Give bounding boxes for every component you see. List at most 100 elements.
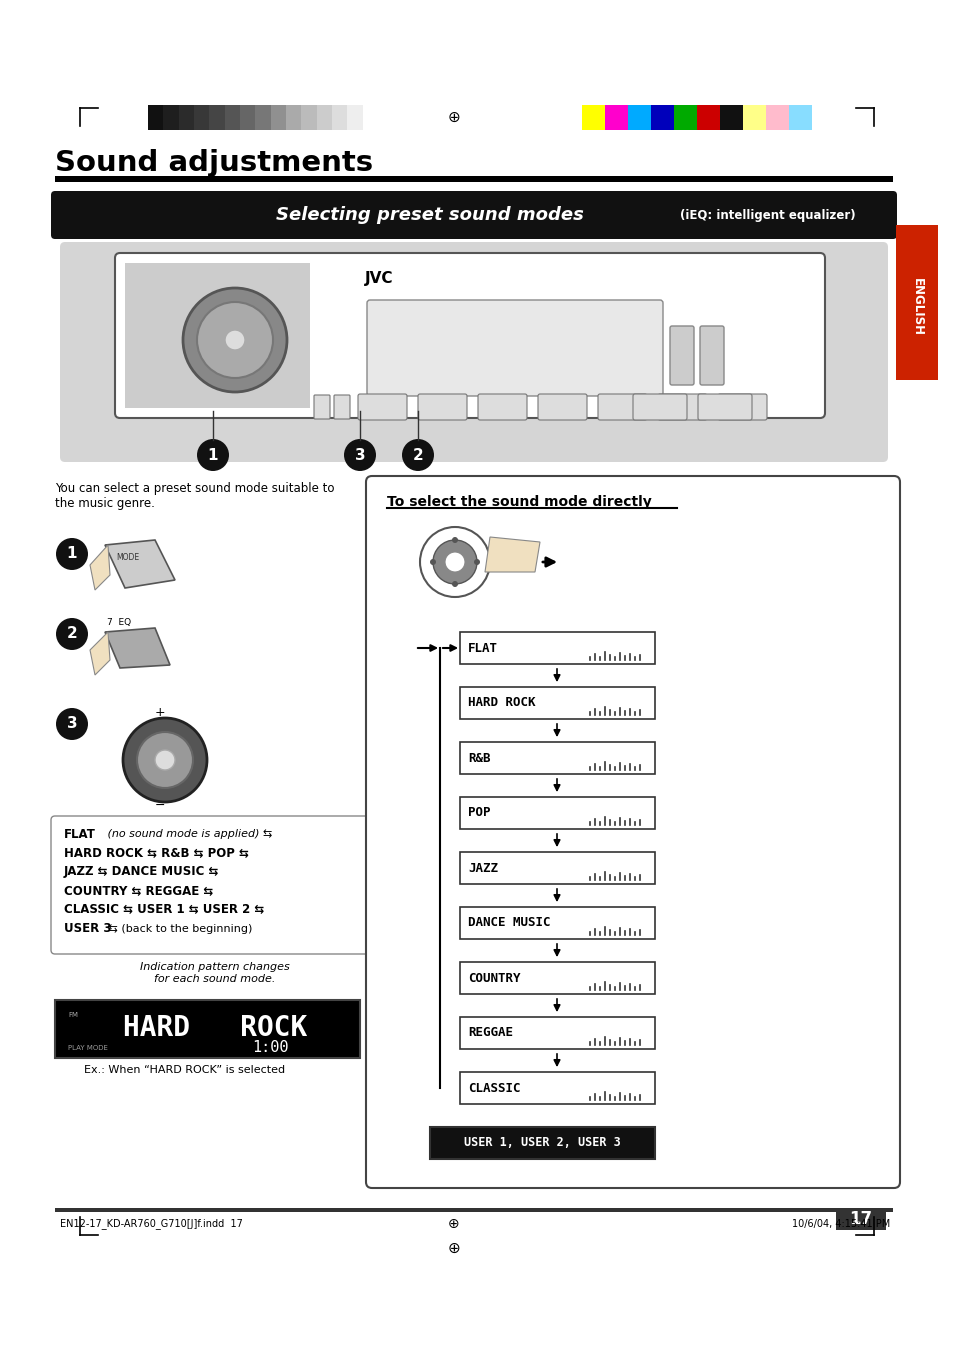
FancyBboxPatch shape xyxy=(314,394,330,419)
Bar xyxy=(286,105,301,130)
Bar xyxy=(459,688,655,719)
Bar xyxy=(835,1208,885,1229)
Text: (no sound mode is applied) ⇆: (no sound mode is applied) ⇆ xyxy=(104,830,273,839)
Polygon shape xyxy=(90,544,110,590)
Circle shape xyxy=(419,527,490,597)
Bar xyxy=(148,105,163,130)
Text: Sound adjustments: Sound adjustments xyxy=(55,149,373,177)
Text: +: + xyxy=(154,705,165,719)
Text: (iEQ: intelligent equalizer): (iEQ: intelligent equalizer) xyxy=(679,208,855,222)
Text: Indication pattern changes
for each sound mode.: Indication pattern changes for each soun… xyxy=(140,962,290,984)
Text: MODE: MODE xyxy=(116,554,139,562)
FancyBboxPatch shape xyxy=(51,816,378,954)
FancyBboxPatch shape xyxy=(669,326,693,385)
Bar xyxy=(163,105,178,130)
Text: 2: 2 xyxy=(67,627,77,642)
Bar xyxy=(459,632,655,663)
FancyBboxPatch shape xyxy=(598,394,646,420)
FancyBboxPatch shape xyxy=(477,394,526,420)
FancyBboxPatch shape xyxy=(658,394,706,420)
FancyBboxPatch shape xyxy=(60,242,887,462)
Text: 1:00: 1:00 xyxy=(252,1040,288,1055)
FancyBboxPatch shape xyxy=(700,326,723,385)
Bar xyxy=(788,105,811,130)
Bar xyxy=(301,105,316,130)
Circle shape xyxy=(430,559,436,565)
Circle shape xyxy=(154,750,174,770)
Bar xyxy=(255,105,271,130)
FancyBboxPatch shape xyxy=(367,300,662,396)
Bar xyxy=(430,1127,655,1159)
Text: You can select a preset sound mode suitable to
the music genre.: You can select a preset sound mode suita… xyxy=(55,482,335,509)
Text: To select the sound mode directly: To select the sound mode directly xyxy=(387,494,651,509)
Circle shape xyxy=(137,732,193,788)
Circle shape xyxy=(474,559,479,565)
Text: FLAT: FLAT xyxy=(64,828,95,840)
Bar xyxy=(362,105,377,130)
Text: 17: 17 xyxy=(848,1210,872,1228)
Bar xyxy=(271,105,286,130)
Bar xyxy=(459,1017,655,1048)
FancyBboxPatch shape xyxy=(633,394,686,420)
Text: −: − xyxy=(154,798,165,812)
Polygon shape xyxy=(90,632,110,676)
Text: POP: POP xyxy=(468,807,490,820)
Text: FLAT: FLAT xyxy=(468,642,497,654)
Bar xyxy=(459,962,655,994)
Bar xyxy=(193,105,209,130)
Bar xyxy=(240,105,255,130)
Text: JAZZ ⇆ DANCE MUSIC ⇆: JAZZ ⇆ DANCE MUSIC ⇆ xyxy=(64,866,219,878)
Text: 2: 2 xyxy=(413,447,423,462)
Bar xyxy=(347,105,362,130)
Text: 7  EQ: 7 EQ xyxy=(107,617,131,627)
Text: CLASSIC: CLASSIC xyxy=(468,1082,520,1094)
Text: 10/6/04, 4:15:41 PM: 10/6/04, 4:15:41 PM xyxy=(791,1219,889,1229)
Bar xyxy=(627,105,650,130)
Bar xyxy=(720,105,742,130)
Circle shape xyxy=(452,581,457,586)
Text: R&B: R&B xyxy=(468,751,490,765)
Text: DANCE MUSIC: DANCE MUSIC xyxy=(468,916,550,929)
Text: FM: FM xyxy=(68,1012,78,1019)
Bar xyxy=(178,105,193,130)
Circle shape xyxy=(452,536,457,543)
Bar xyxy=(604,105,627,130)
Circle shape xyxy=(344,439,375,471)
Polygon shape xyxy=(484,536,539,571)
Text: HARD   ROCK: HARD ROCK xyxy=(123,1015,307,1042)
Bar xyxy=(459,1071,655,1104)
Text: ⊕: ⊕ xyxy=(447,1240,460,1255)
Circle shape xyxy=(444,553,464,571)
Bar xyxy=(55,176,892,182)
Text: CLASSIC ⇆ USER 1 ⇆ USER 2 ⇆: CLASSIC ⇆ USER 1 ⇆ USER 2 ⇆ xyxy=(64,904,264,916)
FancyBboxPatch shape xyxy=(537,394,586,420)
Bar xyxy=(332,105,347,130)
Bar xyxy=(55,1000,359,1058)
Text: 3: 3 xyxy=(67,716,77,731)
Text: Ex.: When “HARD ROCK” is selected: Ex.: When “HARD ROCK” is selected xyxy=(85,1065,285,1075)
Text: HARD ROCK ⇆ R&B ⇆ POP ⇆: HARD ROCK ⇆ R&B ⇆ POP ⇆ xyxy=(64,847,249,859)
Text: 3: 3 xyxy=(355,447,365,462)
Bar xyxy=(224,105,240,130)
Bar xyxy=(673,105,697,130)
Bar xyxy=(650,105,673,130)
Text: JVC: JVC xyxy=(365,270,393,285)
FancyBboxPatch shape xyxy=(115,253,824,417)
Bar xyxy=(765,105,788,130)
Text: Selecting preset sound modes: Selecting preset sound modes xyxy=(275,205,583,224)
FancyBboxPatch shape xyxy=(366,476,899,1188)
Circle shape xyxy=(123,717,207,802)
Polygon shape xyxy=(105,628,170,667)
Bar xyxy=(459,797,655,830)
Text: USER 3: USER 3 xyxy=(64,923,112,935)
Bar xyxy=(742,105,765,130)
Circle shape xyxy=(401,439,434,471)
Circle shape xyxy=(433,540,476,584)
Text: COUNTRY: COUNTRY xyxy=(468,971,520,985)
Polygon shape xyxy=(105,540,174,588)
Bar xyxy=(895,226,937,380)
Circle shape xyxy=(56,617,88,650)
Text: ⇆ (back to the beginning): ⇆ (back to the beginning) xyxy=(105,924,253,934)
FancyBboxPatch shape xyxy=(698,394,751,420)
FancyBboxPatch shape xyxy=(718,394,766,420)
